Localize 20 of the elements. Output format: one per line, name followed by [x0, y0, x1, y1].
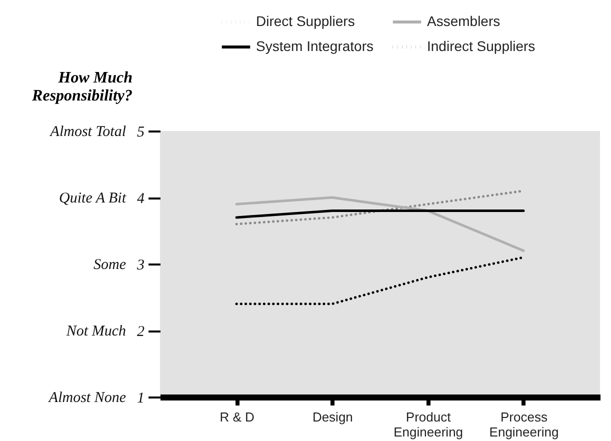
y-tick-label: 1: [137, 390, 144, 406]
text: Quite A Bit: [59, 190, 127, 206]
text: Almost Total: [49, 124, 126, 140]
y-tick-label: 3: [136, 258, 144, 274]
line-series: [235, 196, 525, 252]
legend-label: Indirect Suppliers: [427, 38, 536, 54]
legend-label: Assemblers: [427, 13, 500, 29]
legend-label: System Integrators: [256, 38, 374, 54]
x-tick-label: Process Engineering: [489, 410, 559, 440]
x-tick-label: R & D: [220, 410, 254, 424]
text: Some: [94, 257, 126, 273]
text: Almost None: [48, 390, 126, 406]
y-tick-label: 5: [137, 124, 145, 140]
legend-label: Direct Suppliers: [256, 13, 355, 29]
y-tick-label: 2: [137, 324, 145, 340]
y-tick-label: 4: [137, 191, 145, 207]
y-axis-title: How Much Responsibility?: [31, 70, 133, 104]
x-tick-label: Product Engineering: [394, 410, 464, 440]
x-tick-label: Design: [312, 410, 353, 424]
text: Not Much: [65, 324, 126, 340]
